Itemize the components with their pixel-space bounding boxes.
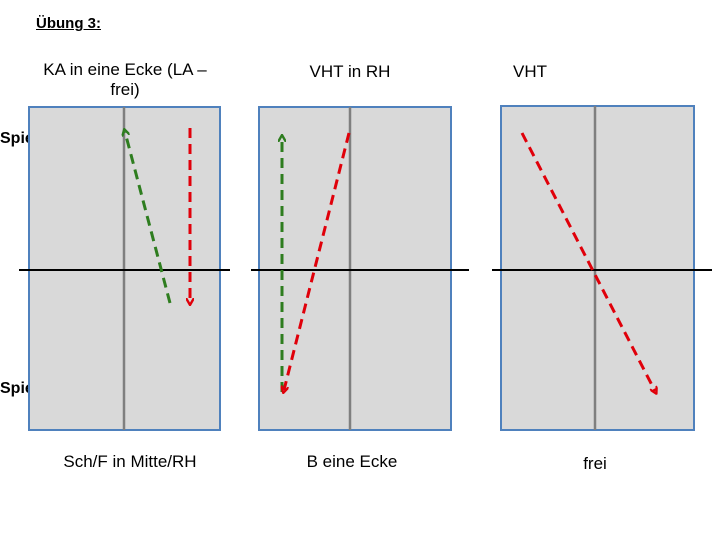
panel-3-caption: frei [583,454,607,473]
panel-1-caption: Sch/F in Mitte/RH [63,452,197,471]
panel-3-court [492,105,712,431]
panel-1-title: KA in eine Ecke (LA – frei) [43,60,207,99]
exercise-heading: Übung 3: [36,15,101,32]
panel-2-caption: B eine Ecke [306,452,398,471]
panel-3-title: VHT [513,62,547,81]
court-2-surface [258,106,452,431]
panel-2-court [251,106,469,431]
panel-2-red-arrow [284,132,351,390]
court-3-surface [500,105,695,431]
panel-1-green-arrow [125,132,172,304]
panel-3-red-arrow [520,132,655,391]
panel-1-court [19,106,230,431]
panel-2-title: VHT in RH [309,62,391,81]
